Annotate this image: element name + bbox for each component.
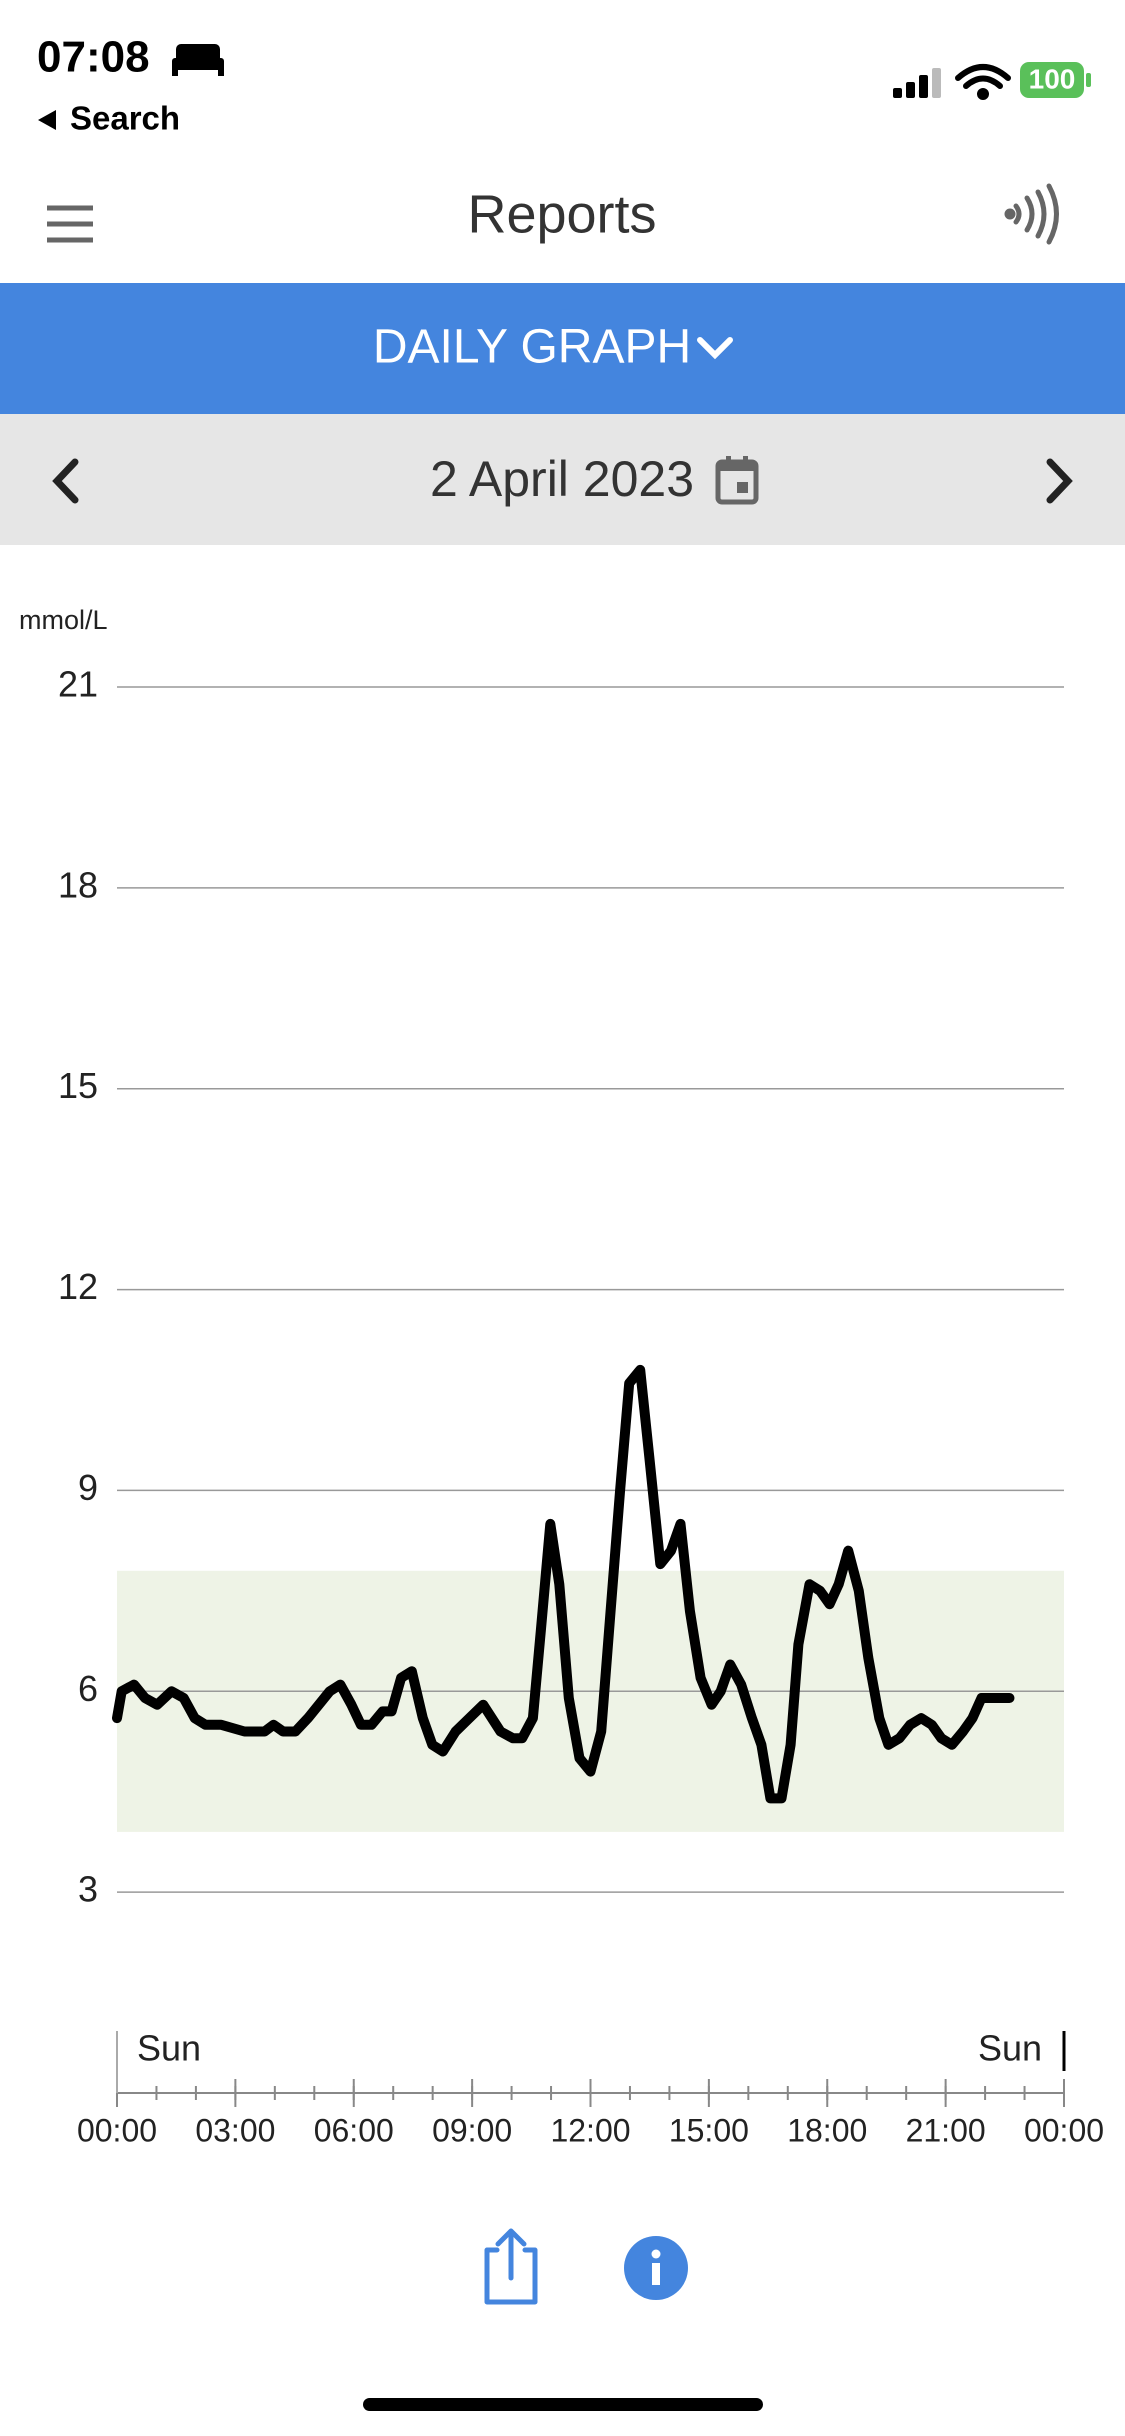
battery-level: 100 [1029, 63, 1076, 94]
wifi-icon [955, 64, 1011, 100]
y-tick-label: 6 [78, 1668, 98, 1709]
x-tick-label: 15:00 [669, 2112, 749, 2148]
x-tick-label: 06:00 [314, 2112, 394, 2148]
calendar-button[interactable] [715, 456, 759, 505]
tab-bar [0, 283, 1125, 414]
day-label: Sun [137, 2028, 201, 2069]
target-range [117, 1570, 1064, 1832]
info-button[interactable] [624, 2236, 688, 2300]
dropdown-chevron[interactable] [697, 337, 733, 360]
y-tick-label: 3 [78, 1869, 98, 1910]
y-tick-label: 9 [78, 1467, 98, 1508]
back-label[interactable]: Search [70, 100, 180, 137]
y-tick-label: 15 [58, 1065, 98, 1106]
date-bar [0, 414, 1125, 545]
next-day[interactable] [1046, 458, 1073, 504]
date-label: 2 April 2023 [430, 451, 694, 507]
x-tick-label: 18:00 [787, 2112, 867, 2148]
battery: 100 [1020, 62, 1091, 98]
x-tick-label: 00:00 [77, 2112, 157, 2148]
signal-icon [893, 68, 941, 98]
chart: 3 6 9 12 15 18 21 00:00 03:00 06:00 09:00 12:00 15:0… [58, 664, 1104, 2149]
prev-day[interactable] [52, 458, 79, 504]
y-tick-label: 21 [58, 664, 98, 705]
scan-button[interactable] [1004, 183, 1059, 245]
report-selector[interactable]: DAILY GRAPH [373, 321, 733, 374]
header-title: Reports [467, 184, 656, 244]
home-indicator [363, 2398, 763, 2411]
glucose-line [112, 1364, 1015, 1804]
x-tick-label: 21:00 [906, 2112, 986, 2148]
y-axis-label: mmol/L [19, 605, 108, 635]
bed-icon [172, 44, 224, 76]
x-tick-label: 09:00 [432, 2112, 512, 2148]
back-link[interactable]: Search [38, 100, 180, 137]
back-arrow[interactable] [38, 110, 56, 130]
y-tick-label: 18 [58, 864, 98, 905]
share-button[interactable] [484, 2228, 538, 2305]
y-tick-label: 12 [58, 1266, 98, 1307]
x-tick-label: 12:00 [550, 2112, 630, 2148]
menu-button[interactable] [47, 205, 93, 243]
day-label: Sun [978, 2028, 1042, 2069]
tab-label[interactable]: DAILY GRAPH [373, 321, 691, 374]
x-tick-label: 00:00 [1024, 2112, 1104, 2148]
x-tick-label: 03:00 [195, 2112, 275, 2148]
status-time: 07:08 [37, 33, 150, 82]
